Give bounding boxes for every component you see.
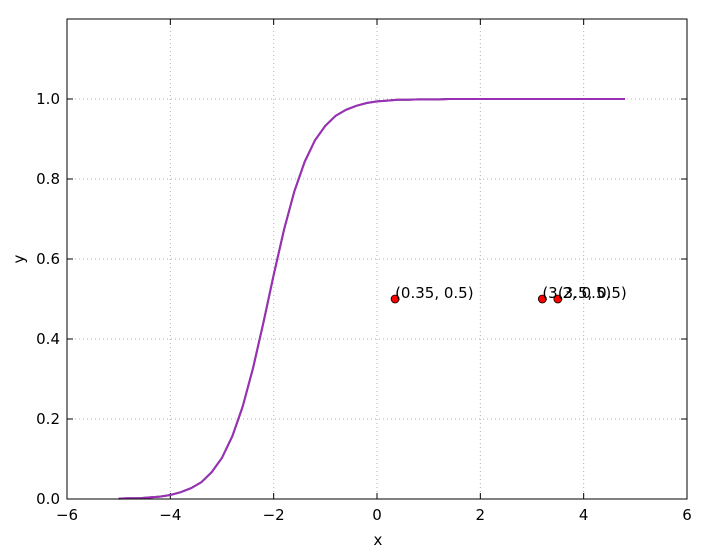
y-tick-label: 1.0 xyxy=(36,90,60,108)
y-tick-label: 0.8 xyxy=(36,170,60,188)
y-tick-label: 0.0 xyxy=(36,490,60,508)
y-tick-label: 0.4 xyxy=(36,330,60,348)
scatter-point xyxy=(537,294,547,304)
x-tick-label: 4 xyxy=(579,506,589,524)
y-tick-label: 0.6 xyxy=(36,250,60,268)
x-tick-label: 6 xyxy=(682,506,692,524)
plot-frame xyxy=(66,18,688,500)
x-tick-label: 2 xyxy=(476,506,486,524)
annotation: (3.5, 0.5) xyxy=(558,284,627,302)
y-axis-label: y xyxy=(10,254,28,263)
annotation: (3.2, 0.5) xyxy=(542,284,611,302)
line xyxy=(118,98,625,500)
x-tick-label: −6 xyxy=(56,506,78,524)
y-tick-label: 0.2 xyxy=(36,410,60,428)
scatter-point xyxy=(390,294,400,304)
annotation: (0.35, 0.5) xyxy=(395,284,474,302)
scatter-point xyxy=(553,294,563,304)
x-tick-label: −2 xyxy=(263,506,285,524)
x-axis-label: x xyxy=(374,531,383,549)
x-tick-label: 0 xyxy=(372,506,382,524)
x-tick-label: −4 xyxy=(159,506,181,524)
